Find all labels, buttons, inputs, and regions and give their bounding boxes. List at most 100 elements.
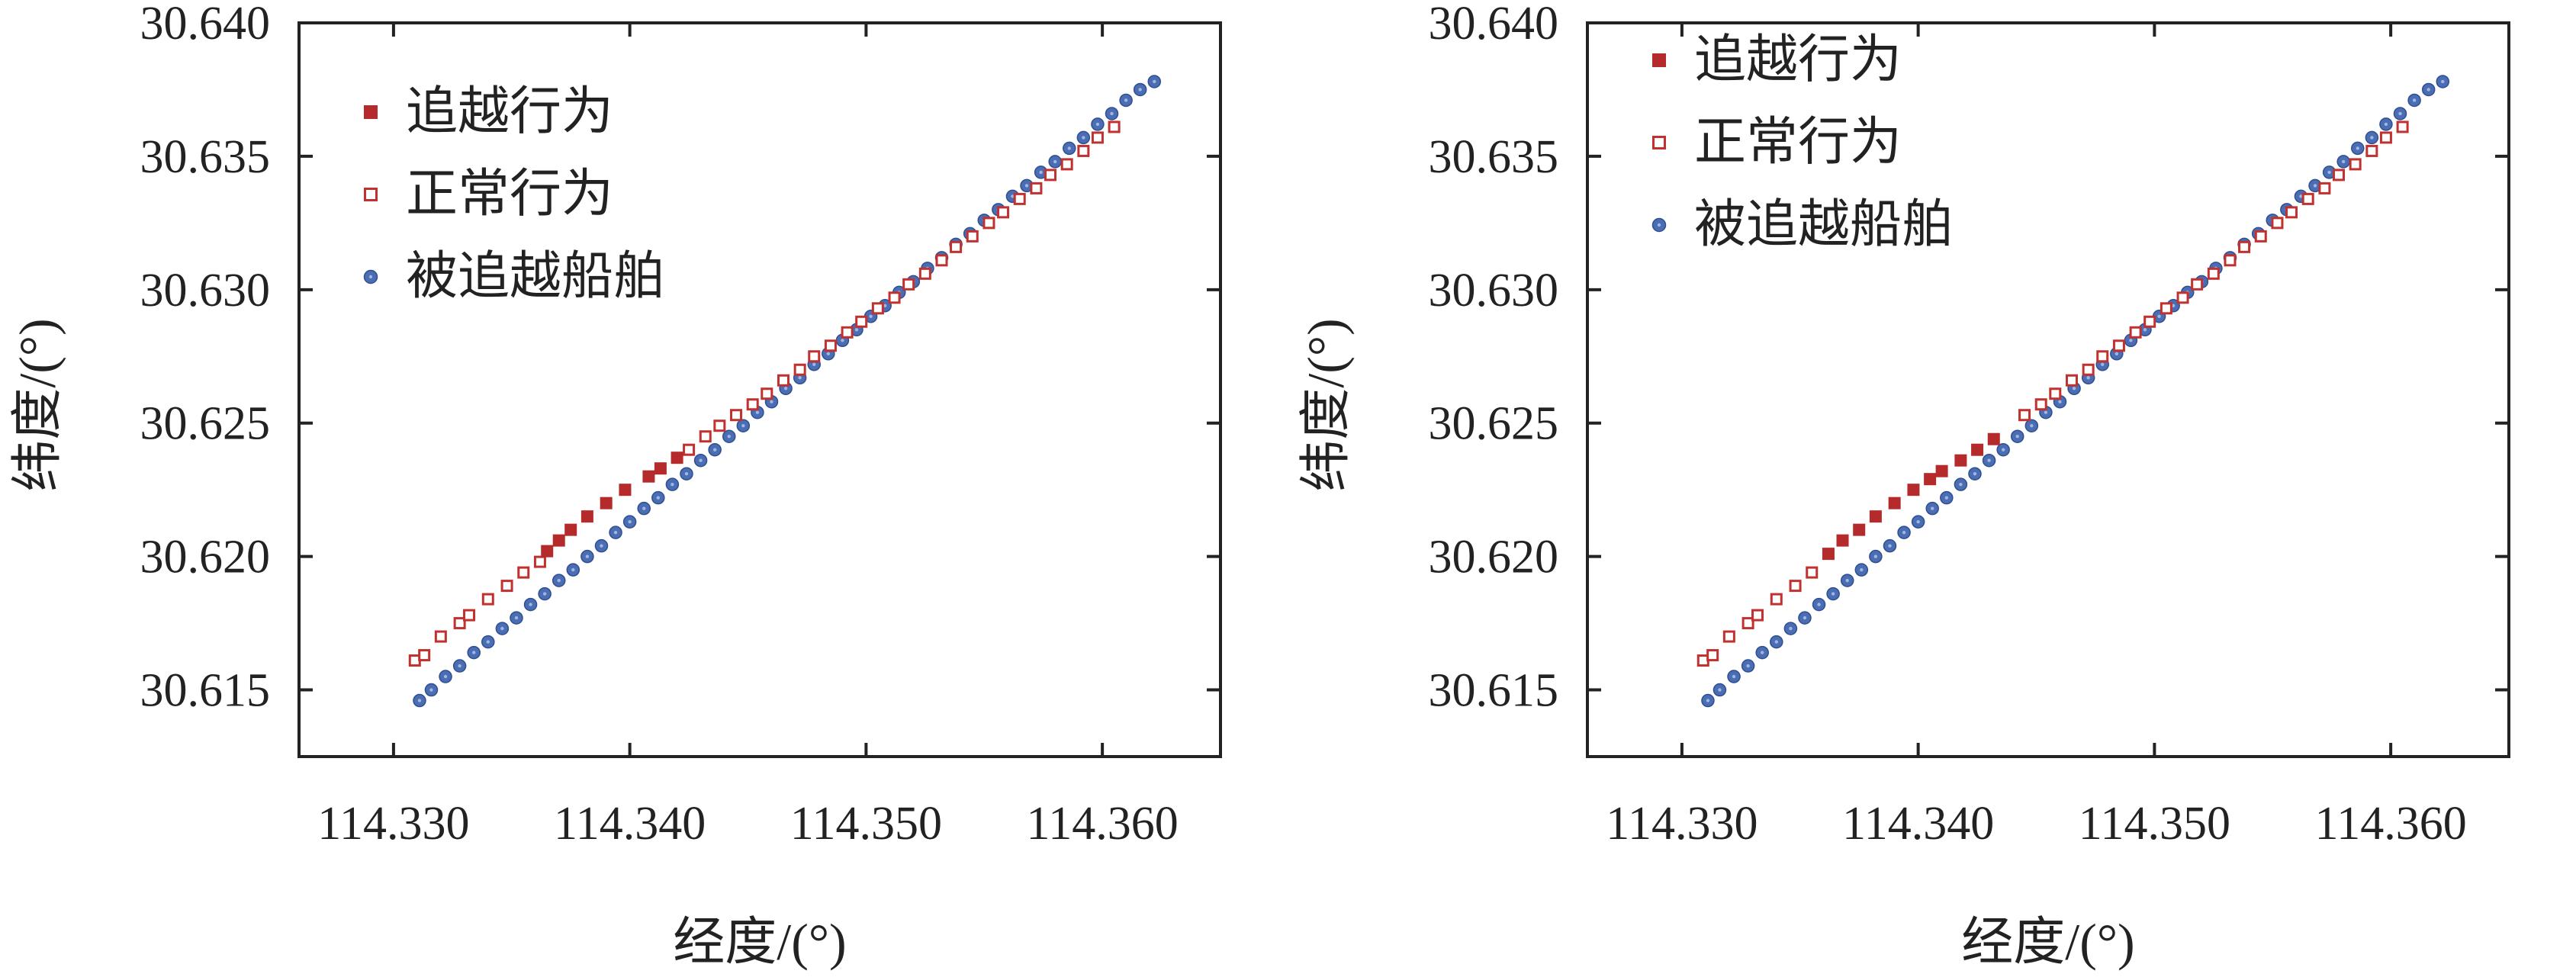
- x-axis-label: 经度/(°): [673, 913, 846, 971]
- data-point: [935, 254, 948, 267]
- data-point: [982, 217, 995, 230]
- data-point: [2207, 267, 2220, 280]
- legend-label: 追越行为: [1694, 31, 1902, 88]
- data-point: [746, 398, 759, 411]
- legend-marker: [364, 188, 378, 201]
- data-point: [683, 443, 696, 456]
- data-point: [950, 240, 963, 253]
- series-open-square: [1696, 121, 2409, 667]
- data-point: [1869, 510, 1882, 523]
- data-point: [434, 630, 447, 643]
- data-point: [841, 326, 854, 339]
- data-point: [453, 617, 466, 630]
- data-point: [1077, 144, 1090, 157]
- y-tick-label: 30.640: [140, 0, 271, 50]
- data-point: [1789, 580, 1802, 593]
- data-point: [1924, 473, 1937, 486]
- legend-label: 正常行为: [1694, 113, 1902, 171]
- data-point: [2018, 409, 2031, 422]
- data-point: [654, 462, 667, 475]
- data-point: [600, 497, 613, 509]
- x-tick-label: 114.360: [1027, 798, 1179, 850]
- y-tick-label: 30.625: [1429, 398, 1559, 450]
- data-point: [2224, 254, 2237, 267]
- data-point: [1888, 497, 1901, 509]
- data-point: [966, 230, 979, 243]
- legend-marker: [1652, 136, 1666, 149]
- data-point: [1741, 617, 1754, 630]
- data-point: [2034, 398, 2047, 411]
- series-open-square: [408, 121, 1121, 667]
- plot-frame: [1586, 21, 2510, 758]
- data-point: [1935, 464, 1948, 477]
- y-tick-label: 30.630: [1429, 265, 1559, 317]
- y-tick-label: 30.620: [1429, 532, 1559, 583]
- y-tick-label: 30.640: [1429, 0, 1559, 50]
- data-point: [2379, 131, 2392, 144]
- data-point: [580, 510, 593, 523]
- legend-label: 被追越船舶: [1694, 195, 1954, 253]
- data-point: [1770, 593, 1783, 606]
- data-point: [1091, 131, 1104, 144]
- data-point: [808, 350, 821, 363]
- y-tick-label: 30.620: [140, 532, 271, 583]
- data-point: [1706, 649, 1719, 662]
- data-point: [824, 339, 837, 352]
- data-point: [1060, 158, 1073, 171]
- data-point: [699, 430, 712, 443]
- data-point: [2191, 278, 2204, 291]
- data-point: [2143, 315, 2156, 328]
- legend-label: 正常行为: [406, 165, 613, 223]
- scatter-plot-right: 114.330 114.340 114.350 114.360 30.615 30.620…: [1297, 0, 2510, 971]
- series-filled-square: [541, 452, 683, 558]
- data-point: [2396, 121, 2409, 133]
- data-point: [517, 566, 530, 579]
- data-point: [1822, 548, 1835, 561]
- data-point: [418, 649, 431, 662]
- y-tick-label: 30.635: [140, 131, 271, 183]
- x-tick-label: 114.360: [2315, 798, 2467, 850]
- y-axis-label: 纬度/(°): [1297, 318, 1355, 491]
- data-point: [2160, 302, 2172, 315]
- y-tick-label: 30.635: [1429, 131, 1559, 183]
- data-point: [619, 484, 632, 497]
- data-point: [541, 545, 554, 558]
- plot-frame: [297, 21, 1222, 758]
- data-point: [1013, 192, 1026, 205]
- data-point: [730, 409, 743, 422]
- data-point: [642, 470, 655, 483]
- data-point: [2238, 240, 2251, 253]
- y-axis-label: 纬度/(°): [8, 318, 66, 491]
- legend-marker: [364, 105, 378, 119]
- data-point: [761, 387, 773, 400]
- data-point: [888, 291, 901, 304]
- data-point: [2129, 326, 2142, 339]
- legend-label: 被追越船舶: [406, 247, 665, 305]
- data-point: [2065, 374, 2078, 387]
- x-tick-label: 114.330: [317, 798, 469, 850]
- y-tick-label: 30.625: [140, 398, 271, 450]
- data-point: [2082, 363, 2095, 376]
- data-point: [500, 580, 513, 593]
- data-point: [713, 419, 726, 432]
- data-point: [671, 452, 683, 464]
- x-tick-label: 114.350: [2079, 798, 2230, 850]
- data-point: [2096, 350, 2109, 363]
- x-tick-label: 114.350: [790, 798, 942, 850]
- data-point: [793, 363, 806, 376]
- data-point: [2349, 158, 2362, 171]
- data-point: [918, 267, 931, 280]
- data-point: [2332, 169, 2345, 182]
- data-point: [2318, 182, 2331, 194]
- data-point: [2176, 291, 2189, 304]
- data-point: [1971, 443, 1984, 456]
- data-point: [2254, 230, 2267, 243]
- y-tick-label: 30.615: [1429, 665, 1559, 717]
- y-tick-label: 30.630: [140, 265, 271, 317]
- data-point: [2049, 387, 2062, 400]
- legend-marker: [1652, 53, 1666, 67]
- data-point: [2285, 206, 2298, 219]
- data-point: [1108, 121, 1121, 133]
- data-point: [902, 278, 915, 291]
